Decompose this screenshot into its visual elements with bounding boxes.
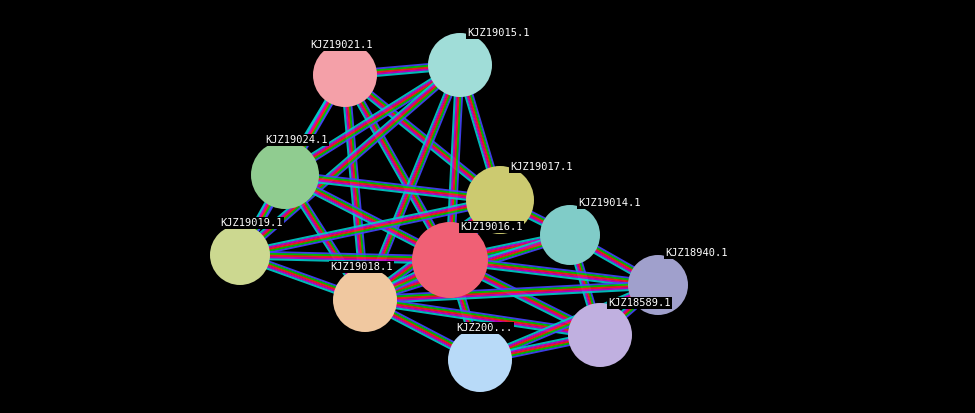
- Ellipse shape: [466, 166, 534, 234]
- Text: KJZ18589.1: KJZ18589.1: [608, 298, 671, 308]
- Ellipse shape: [313, 43, 377, 107]
- Text: KJZ19021.1: KJZ19021.1: [310, 40, 372, 50]
- Ellipse shape: [628, 255, 688, 315]
- Ellipse shape: [540, 205, 600, 265]
- Text: KJZ19017.1: KJZ19017.1: [510, 162, 572, 172]
- Ellipse shape: [568, 303, 632, 367]
- Text: KJZ19014.1: KJZ19014.1: [578, 198, 641, 208]
- Text: KJZ19016.1: KJZ19016.1: [460, 222, 523, 232]
- Text: KJZ19024.1: KJZ19024.1: [265, 135, 328, 145]
- Ellipse shape: [333, 268, 397, 332]
- Text: KJZ19019.1: KJZ19019.1: [220, 218, 283, 228]
- Text: KJZ19015.1: KJZ19015.1: [467, 28, 529, 38]
- Ellipse shape: [448, 328, 512, 392]
- Ellipse shape: [412, 222, 488, 298]
- Text: KJZ200...: KJZ200...: [456, 323, 512, 333]
- Text: KJZ18940.1: KJZ18940.1: [665, 248, 727, 258]
- Ellipse shape: [210, 225, 270, 285]
- Text: KJZ19018.1: KJZ19018.1: [330, 262, 393, 272]
- Ellipse shape: [251, 141, 319, 209]
- Ellipse shape: [428, 33, 492, 97]
